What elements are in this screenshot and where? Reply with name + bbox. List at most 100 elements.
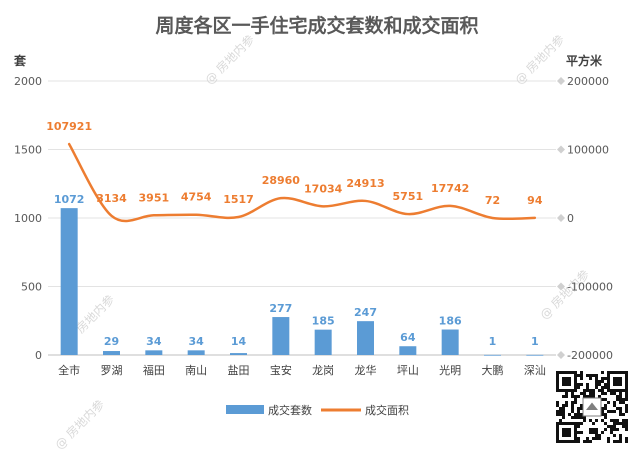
qr-module (616, 407, 619, 410)
line-data-label: 28960 (262, 174, 301, 187)
left-tick-label: 500 (21, 281, 42, 294)
category-label: 坪山 (397, 364, 419, 377)
bar-data-label: 185 (312, 315, 335, 328)
qr-module (598, 389, 601, 392)
qr-module (625, 404, 628, 407)
qr-module (589, 428, 592, 431)
bar (230, 353, 247, 355)
qr-module (589, 419, 592, 422)
qr-module (619, 440, 622, 443)
qr-module (556, 401, 559, 404)
watermark-text: @ 房地内参 (52, 396, 108, 449)
chart-title: 周度各区一手住宅成交套数和成交面积 (155, 14, 478, 37)
qr-module (613, 425, 616, 428)
bar (484, 354, 501, 356)
qr-module (625, 440, 628, 443)
qr-module (565, 401, 568, 404)
qr-module (601, 386, 604, 389)
qr-module (616, 422, 619, 425)
qr-module (619, 407, 622, 410)
qr-module (577, 422, 580, 425)
line-data-label: 17742 (431, 182, 469, 195)
bar-data-label: 34 (189, 335, 205, 348)
qr-module (586, 395, 589, 398)
qr-module (607, 410, 610, 413)
qr-module (571, 410, 574, 413)
qr-module (580, 371, 583, 374)
qr-module (610, 428, 613, 431)
qr-module (604, 416, 607, 419)
watermark-text: @ 房地内参 (202, 31, 258, 87)
bar-data-label: 1072 (54, 193, 85, 206)
qr-module (598, 434, 601, 437)
qr-module (586, 383, 589, 386)
qr-module (580, 407, 583, 410)
bar-data-label: 186 (439, 315, 462, 328)
qr-module (562, 395, 565, 398)
qr-module (595, 374, 598, 377)
qr-module (577, 425, 580, 428)
legend-swatch-bar (226, 405, 264, 414)
qr-finder (562, 377, 571, 386)
qr-module (601, 392, 604, 395)
qr-module (625, 410, 628, 413)
qr-module (559, 419, 562, 422)
qr-module (577, 386, 580, 389)
qr-module (577, 431, 580, 434)
watermark-text: @ 房地内参 (512, 31, 568, 87)
qr-module (595, 437, 598, 440)
qr-module (604, 428, 607, 431)
category-label: 罗湖 (101, 364, 123, 377)
qr-module (604, 407, 607, 410)
qr-module (622, 425, 625, 428)
bar-data-label: 1 (531, 335, 539, 348)
qr-module (562, 410, 565, 413)
qr-finder (613, 377, 622, 386)
qr-module (574, 401, 577, 404)
left-tick-label: 1500 (14, 144, 42, 157)
line-data-label: 5751 (393, 190, 424, 203)
qr-module (577, 395, 580, 398)
right-tick-marker (557, 77, 565, 85)
qr-module (610, 392, 613, 395)
qr-module (595, 377, 598, 380)
line-data-label: 1517 (223, 193, 254, 206)
category-label: 宝安 (270, 363, 292, 377)
qr-module (583, 440, 586, 443)
qr-logo-mark (586, 402, 598, 410)
qr-module (616, 428, 619, 431)
qr-module (598, 380, 601, 383)
category-label: 南山 (185, 364, 207, 377)
legend: 成交套数 成交面积 (226, 403, 409, 417)
left-tick-label: 2000 (14, 75, 42, 88)
qr-module (574, 416, 577, 419)
qr-module (613, 440, 616, 443)
bar (526, 354, 544, 356)
qr-module (583, 389, 586, 392)
qr-module (625, 395, 628, 398)
qr-module (616, 419, 619, 422)
right-tick-marker (557, 214, 565, 222)
qr-module (625, 428, 628, 431)
qr-module (607, 440, 610, 443)
line-data-label: 3134 (96, 192, 127, 205)
qr-module (580, 374, 583, 377)
qr-module (586, 389, 589, 392)
qr-module (592, 374, 595, 377)
bar-data-label: 29 (104, 335, 119, 348)
qr-module (601, 407, 604, 410)
qr-module (613, 428, 616, 431)
qr-module (571, 401, 574, 404)
qr-module (580, 377, 583, 380)
qr-module (607, 401, 610, 404)
qr-module (562, 413, 565, 416)
category-label: 龙华 (355, 363, 377, 377)
category-label: 大鹏 (482, 363, 504, 377)
qr-module (586, 386, 589, 389)
qr-module (625, 392, 628, 395)
line-data-label: 94 (527, 194, 543, 207)
qr-module (592, 392, 595, 395)
qr-module (598, 383, 601, 386)
